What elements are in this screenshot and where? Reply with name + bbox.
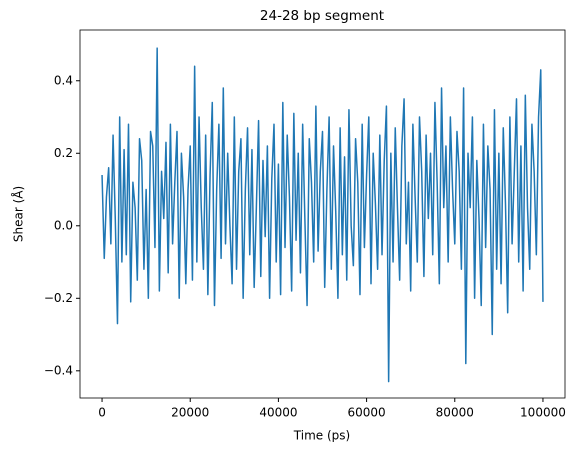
x-tick-label: 100000 — [520, 406, 566, 420]
y-tick-label: 0.4 — [54, 73, 73, 87]
y-tick-label: 0.2 — [54, 146, 73, 160]
y-tick-label: −0.2 — [44, 291, 73, 305]
plot-frame — [79, 29, 566, 399]
y-axis-label: Shear (Å) — [11, 186, 26, 242]
data-line — [101, 47, 544, 383]
y-tick-label: 0.0 — [54, 218, 73, 232]
chart-title: 24-28 bp segment — [260, 8, 384, 24]
x-tick-label: 60000 — [347, 406, 385, 420]
x-tick-label: 40000 — [259, 406, 297, 420]
x-tick-label: 0 — [98, 406, 106, 420]
y-tick-label: −0.4 — [44, 363, 73, 377]
x-axis-label: Time (ps) — [293, 429, 350, 443]
x-tick-label: 80000 — [436, 406, 474, 420]
x-tick-label: 20000 — [171, 406, 209, 420]
